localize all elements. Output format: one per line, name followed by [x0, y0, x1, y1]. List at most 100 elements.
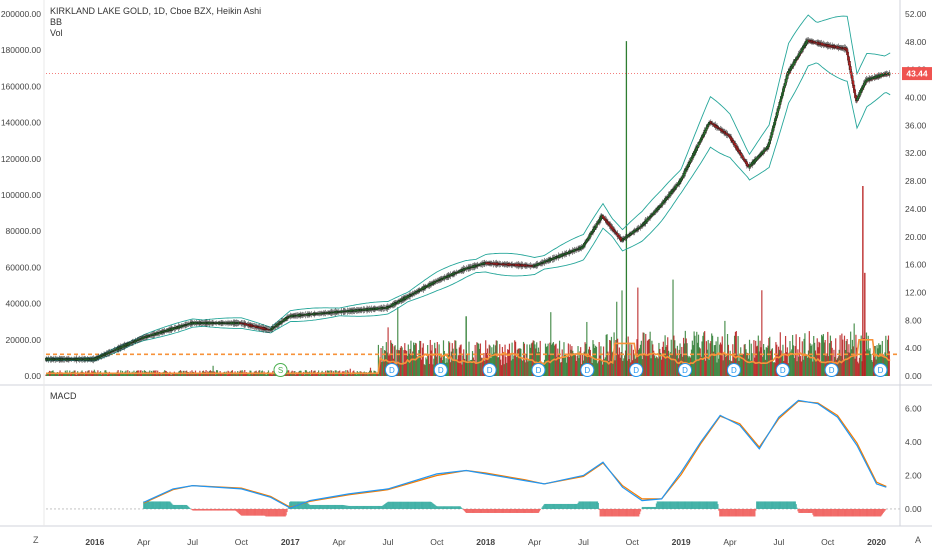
- x-tick-label: 2019: [672, 537, 691, 547]
- macd-tick-label: 2.00: [905, 471, 922, 481]
- y-left-tick-label: 0.00: [24, 371, 41, 381]
- y-right-tick-label: 32.00: [905, 148, 927, 158]
- y-left-tick-label: 180000.00: [1, 45, 41, 55]
- macd-tick-label: 6.00: [905, 404, 922, 414]
- zoom-button[interactable]: Z: [33, 535, 39, 545]
- x-tick-label: Jul: [578, 537, 589, 547]
- event-marker-circle: [384, 363, 399, 377]
- event-marker-label: D: [584, 366, 590, 375]
- x-tick-label: Jul: [383, 537, 394, 547]
- auto-scale-button[interactable]: A: [915, 535, 922, 545]
- event-marker[interactable]: D: [775, 363, 790, 377]
- y-right-tick-label: 24.00: [905, 204, 927, 214]
- y-left-tick-label: 40000.00: [6, 299, 42, 309]
- macd-tick-label: 0.00: [905, 504, 922, 514]
- bb-lower-band: [46, 62, 891, 362]
- event-marker-label: D: [487, 366, 493, 375]
- axes: 2016 Apr Jul Oct 2017 Apr Jul Oct 2018 Apr Jul Oct 2…: [1, 9, 932, 547]
- macd-indicator-label[interactable]: MACD: [50, 391, 77, 401]
- y-left-tick-label: 60000.00: [6, 262, 42, 272]
- y-right-tick-label: 20.00: [905, 232, 927, 242]
- macd-legend: MACD: [50, 391, 77, 402]
- macd-pane: [46, 399, 900, 517]
- event-marker-circle: [873, 363, 888, 377]
- event-marker-circle: [482, 363, 497, 377]
- event-marker-label: D: [389, 366, 395, 375]
- vol-indicator-label[interactable]: Vol: [50, 28, 63, 38]
- price-legend: KIRKLAND LAKE GOLD, 1D, Cboe BZX, Heikin…: [50, 6, 261, 39]
- event-marker[interactable]: D: [531, 363, 546, 377]
- y-right-tick-label: 4.00: [905, 343, 922, 353]
- y-right-tick-label: 16.00: [905, 260, 927, 270]
- y-right-tick-label: 8.00: [905, 315, 922, 325]
- event-marker[interactable]: D: [384, 363, 399, 377]
- y-left-tick-label: 140000.00: [1, 118, 41, 128]
- event-marker[interactable]: D: [629, 363, 644, 377]
- event-marker-label: D: [633, 366, 639, 375]
- event-marker[interactable]: S: [273, 363, 288, 377]
- x-tick-label: 2016: [85, 537, 104, 547]
- event-marker-circle: [775, 363, 790, 377]
- event-marker[interactable]: D: [580, 363, 595, 377]
- event-marker-circle: [726, 363, 741, 377]
- x-tick-label: Apr: [723, 537, 736, 547]
- bb-indicator-label[interactable]: BB: [50, 17, 63, 27]
- y-right-tick-label: 0.00: [905, 371, 922, 381]
- event-marker-circle: [678, 363, 693, 377]
- x-tick-label: Oct: [626, 537, 640, 547]
- y-right-tick-label: 36.00: [905, 120, 927, 130]
- event-marker-label: D: [682, 366, 688, 375]
- x-tick-label: Jul: [187, 537, 198, 547]
- volume-bars: [45, 41, 890, 376]
- x-tick-label: Jul: [773, 537, 784, 547]
- event-marker-circle: [824, 363, 839, 377]
- macd-line: [143, 399, 887, 509]
- symbol-title[interactable]: KIRKLAND LAKE GOLD, 1D, Cboe BZX, Heikin…: [50, 6, 262, 16]
- event-marker[interactable]: D: [482, 363, 497, 377]
- last-price-label: 43.44: [906, 69, 928, 79]
- macd-histogram: [143, 501, 887, 517]
- event-marker-label: D: [731, 366, 737, 375]
- event-marker-circle: [531, 363, 546, 377]
- y-left-tick-label: 120000.00: [1, 154, 41, 164]
- last-price-tag: [902, 67, 932, 81]
- event-marker-label: D: [878, 366, 884, 375]
- event-marker-label: D: [536, 366, 542, 375]
- event-marker[interactable]: D: [873, 363, 888, 377]
- grid: [0, 0, 932, 527]
- x-tick-label: 2017: [281, 537, 300, 547]
- y-left-tick-label: 20000.00: [6, 335, 42, 345]
- y-left-tick-label: 100000.00: [1, 190, 41, 200]
- event-marker[interactable]: D: [433, 363, 448, 377]
- macd-signal-line: [143, 400, 887, 508]
- x-tick-label: 2020: [867, 537, 886, 547]
- x-tick-label: Apr: [333, 537, 346, 547]
- candles: [45, 37, 891, 364]
- event-marker-label: S: [278, 366, 283, 375]
- bb-basis-line: [46, 41, 891, 360]
- x-tick-label: Apr: [137, 537, 150, 547]
- x-tick-label: Oct: [821, 537, 835, 547]
- bb-upper-band: [45, 14, 891, 359]
- y-right-tick-label: 52.00: [905, 9, 927, 19]
- y-left-tick-label: 200000.00: [1, 9, 41, 19]
- event-marker[interactable]: D: [824, 363, 839, 377]
- event-marker-circle: [580, 363, 595, 377]
- x-tick-label: Oct: [235, 537, 249, 547]
- event-marker-circle: [273, 363, 288, 377]
- x-tick-label: 2018: [476, 537, 495, 547]
- event-marker-circle: [629, 363, 644, 377]
- event-marker-label: D: [780, 366, 786, 375]
- y-right-tick-label: 28.00: [905, 176, 927, 186]
- y-right-tick-label: 12.00: [905, 287, 927, 297]
- volume-ma-line: [46, 339, 891, 375]
- event-marker[interactable]: D: [726, 363, 741, 377]
- y-right-tick-label: 48.00: [905, 37, 927, 47]
- x-tick-label: Apr: [528, 537, 541, 547]
- x-tick-label: Oct: [430, 537, 444, 547]
- event-marker[interactable]: D: [678, 363, 693, 377]
- y-left-tick-label: 80000.00: [6, 226, 42, 236]
- y-left-tick-label: 160000.00: [1, 81, 41, 91]
